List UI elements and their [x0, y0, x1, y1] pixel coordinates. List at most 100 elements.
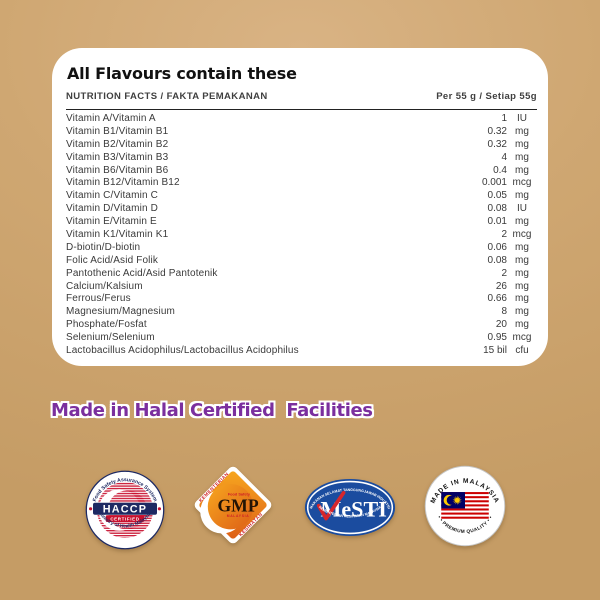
nutrient-name: Vitamin B6/Vitamin B6 [66, 164, 169, 176]
haccp-left-dot [89, 507, 93, 511]
table-row: Vitamin C/Vitamin C 0.05 mg [66, 190, 537, 203]
table-row: Pantothenic Acid/Asid Pantotenik 2 mg [66, 268, 537, 281]
nutrient-name: Pantothenic Acid/Asid Pantotenik [66, 267, 218, 279]
nutrition-table: Vitamin A/Vitamin A 1 IU Vitamin B1/Vita… [66, 113, 537, 358]
haccp-certified-label: CERTIFIED [110, 516, 139, 521]
malaysia-flag [441, 492, 489, 521]
nutrient-value: 2 [501, 267, 507, 279]
nutrient-value: 0.08 [487, 254, 507, 266]
nutrient-value: 4 [501, 151, 507, 163]
table-row: Ferrous/Ferus 0.66 mg [66, 293, 537, 306]
nutrient-unit: IU [517, 113, 527, 124]
nutrient-value: 0.32 [487, 138, 507, 150]
nutrient-value: 1 [501, 113, 507, 124]
nutrient-value: 0.001 [481, 177, 507, 189]
nutrient-name: Lactobacillus Acidophilus/Lactobacillus … [66, 345, 299, 357]
nutrient-name: Ferrous/Ferus [66, 293, 131, 305]
nutrient-name: Folic Acid/Asid Folik [66, 254, 159, 266]
table-row: Vitamin B6/Vitamin B6 0.4 mg [66, 165, 537, 178]
table-row: Folic Acid/Asid Folik 0.08 mg [66, 255, 537, 268]
haccp-certified-band [105, 515, 145, 522]
nutrient-unit: mg [515, 267, 529, 279]
nutrient-name: D-biotin/D-biotin [66, 241, 141, 253]
table-row: Vitamin K1/Vitamin K1 2 mcg [66, 229, 537, 242]
nutrient-name: Vitamin E/Vitamin E [66, 216, 157, 228]
nutrient-unit: mcg [512, 229, 532, 241]
mesti-badge-icon: MAKANAN SELAMAT TANGGUNGJAWAB INDUSTRI M… [304, 478, 396, 537]
serving-size: Per 55 g / Setiap 55g [436, 91, 537, 102]
nutrient-unit: mg [515, 280, 529, 292]
nutrient-value: 0.4 [493, 164, 507, 176]
mesti-checkmark [316, 490, 346, 521]
nutrient-name: Vitamin D/Vitamin D [66, 203, 158, 215]
nutrient-unit: mg [515, 216, 529, 228]
nutrient-name: Selenium/Selenium [66, 332, 155, 344]
haccp-band [93, 502, 157, 515]
nutrient-value: 26 [495, 280, 507, 292]
nutrient-value: 2 [501, 229, 507, 241]
nutrient-unit: mg [515, 293, 529, 305]
haccp-badge-icon: Food Safety Assurance System HACCP CERTI… [85, 470, 165, 550]
nutrient-unit: mg [515, 138, 529, 150]
header-divider [66, 109, 537, 110]
haccp-label: HACCP [103, 504, 147, 516]
nutrient-name: Vitamin B2/Vitamin B2 [66, 138, 169, 150]
table-row: Lactobacillus Acidophilus/Lactobacillus … [66, 345, 537, 358]
flag-star [452, 495, 462, 506]
nutrient-value: 0.08 [487, 203, 507, 215]
gmp-badge-icon: Food Safety GMP MALAYSIA KEMENTERIAN KES… [194, 466, 272, 544]
nutrient-name: Vitamin A/Vitamin A [66, 113, 156, 124]
nutrient-value: 8 [501, 306, 507, 318]
table-row: Vitamin B12/Vitamin B12 0.001 mcg [66, 177, 537, 190]
table-row: Vitamin B1/Vitamin B1 0.32 mg [66, 126, 537, 139]
haccp-right-dot [157, 507, 161, 511]
card-title: All Flavours contain these [67, 64, 297, 83]
made-in-malaysia-badge-icon: MADE IN MALAYSIA • • PREMIUM QUALITY • • [424, 465, 506, 547]
facts-header: NUTRITION FACTS / FAKTA PEMAKANAN Per 55… [66, 91, 537, 102]
mesti-white-ring [306, 480, 394, 535]
nutrient-unit: mg [515, 151, 529, 163]
table-row: Vitamin B2/Vitamin B2 0.32 mg [66, 139, 537, 152]
nutrient-unit: mg [515, 125, 529, 137]
halal-claim: Made in Halal Certified Facilities [51, 400, 373, 421]
nutrient-value: 0.66 [487, 293, 507, 305]
table-row: Magnesium/Magnesium 8 mg [66, 306, 537, 319]
nutrient-name: Phosphate/Fosfat [66, 319, 147, 331]
nutrient-unit: mcg [512, 177, 532, 189]
facts-heading: NUTRITION FACTS / FAKTA PEMAKANAN [66, 91, 268, 102]
nutrient-value: 20 [495, 319, 507, 331]
table-row: Phosphate/Fosfat 20 mg [66, 319, 537, 332]
nutrient-value: 0.32 [487, 125, 507, 137]
nutrient-unit: cfu [515, 345, 529, 357]
table-row: Vitamin E/Vitamin E 0.01 mg [66, 216, 537, 229]
table-row: Vitamin B3/Vitamin B3 4 mg [66, 152, 537, 165]
nutrient-unit: IU [517, 203, 527, 215]
table-row: Vitamin D/Vitamin D 0.08 IU [66, 203, 537, 216]
nutrient-unit: mg [515, 319, 529, 331]
nutrient-value: 0.06 [487, 241, 507, 253]
nutrient-unit: mg [515, 306, 529, 318]
table-row: D-biotin/D-biotin 0.06 mg [66, 242, 537, 255]
gmp-food-safety-label: Food Safety [228, 493, 251, 497]
gmp-label: GMP [217, 496, 258, 516]
nutrition-card: All Flavours contain these NUTRITION FAC… [52, 48, 548, 366]
nutrient-unit: mg [515, 241, 529, 253]
nutrient-value: 0.01 [487, 216, 507, 228]
nutrient-name: Vitamin B1/Vitamin B1 [66, 125, 169, 137]
nutrient-name: Vitamin B12/Vitamin B12 [66, 177, 180, 189]
nutrient-value: 15 bil [483, 345, 507, 357]
nutrient-name: Calcium/Kalsium [66, 280, 143, 292]
nutrient-name: Vitamin B3/Vitamin B3 [66, 151, 169, 163]
gmp-malaysia-label: MALAYSIA [227, 514, 250, 518]
table-row: Vitamin A/Vitamin A 1 IU [66, 113, 537, 126]
nutrient-value: 0.05 [487, 190, 507, 202]
nutrient-unit: mcg [512, 332, 532, 344]
nutrient-unit: mg [515, 254, 529, 266]
nutrient-name: Vitamin C/Vitamin C [66, 190, 158, 202]
nutrient-name: Vitamin K1/Vitamin K1 [66, 229, 169, 241]
table-row: Calcium/Kalsium 26 mg [66, 281, 537, 294]
nutrient-unit: mg [515, 164, 529, 176]
nutrient-value: 0.95 [487, 332, 507, 344]
table-row: Selenium/Selenium 0.95 mcg [66, 332, 537, 345]
nutrient-name: Magnesium/Magnesium [66, 306, 176, 318]
